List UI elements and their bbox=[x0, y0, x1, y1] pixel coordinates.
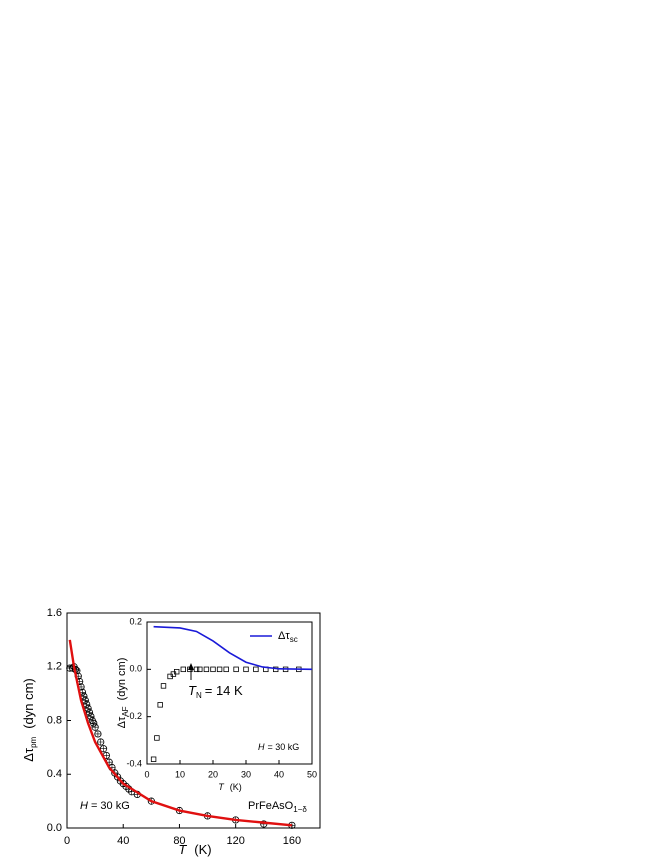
point bbox=[157, 702, 163, 708]
x-label-unit: (K) bbox=[194, 842, 211, 857]
tn-arrow-head bbox=[188, 663, 194, 670]
sample-sub: 1−δ bbox=[293, 805, 307, 814]
point bbox=[253, 666, 259, 673]
x-tick-label: 20 bbox=[208, 769, 218, 779]
point bbox=[233, 666, 239, 673]
field-annotation: H = 30 kG bbox=[80, 800, 130, 812]
y-tick-label: 1.2 bbox=[47, 661, 62, 673]
point bbox=[243, 666, 249, 673]
y-label-sub: pm bbox=[29, 736, 38, 747]
y-tick-label: -0.2 bbox=[126, 711, 142, 721]
y-label-unit: (dyn cm) bbox=[21, 678, 36, 729]
y-tick-label: 0.8 bbox=[47, 714, 62, 726]
point bbox=[216, 666, 223, 673]
point-cross bbox=[87, 713, 95, 720]
inset: 0 10 20 30 40 50 -0.4 -0.2 0.0 0.2 Δτsc bbox=[126, 616, 317, 779]
fit-line bbox=[68, 639, 293, 827]
point-cross bbox=[97, 738, 104, 746]
point-cross bbox=[94, 730, 102, 738]
y-tick-label: 0.0 bbox=[47, 822, 62, 834]
point-cross bbox=[90, 719, 97, 727]
point-cross bbox=[91, 724, 99, 731]
y-tick-label: -0.4 bbox=[126, 758, 142, 768]
legend-sub: sc bbox=[290, 635, 298, 644]
point bbox=[210, 666, 216, 673]
x-tick-label: 40 bbox=[274, 769, 284, 779]
field-symbol: H bbox=[80, 800, 88, 812]
point bbox=[150, 756, 157, 762]
point-cross bbox=[100, 745, 107, 752]
legend-name: Δτ bbox=[278, 630, 290, 642]
x-tick-label: 80 bbox=[173, 835, 185, 847]
inset-field-symbol: H bbox=[258, 742, 265, 752]
x-tick-label: 10 bbox=[175, 769, 185, 779]
point-cross bbox=[86, 709, 93, 716]
inset-field-annotation: H = 30 kG bbox=[258, 742, 299, 752]
fit-line bbox=[153, 625, 313, 671]
x-tick-label: 50 bbox=[307, 769, 317, 779]
tn-text: = 14 K bbox=[205, 683, 243, 698]
tn-annotation: TN = 14 K bbox=[188, 683, 243, 700]
point-cross bbox=[103, 752, 110, 759]
inset-x-label: T (K) bbox=[218, 782, 242, 792]
x-label: T (K) bbox=[178, 842, 211, 857]
point bbox=[173, 669, 180, 675]
y-tick-label: 0.0 bbox=[129, 664, 142, 674]
x-tick-label: 120 bbox=[226, 835, 244, 847]
inset-y-label-unit: (dyn cm) bbox=[116, 658, 128, 701]
x-tick-label: 40 bbox=[117, 835, 129, 847]
point bbox=[193, 666, 200, 673]
field-text: = 30 kG bbox=[91, 800, 130, 812]
legend-entry: Δτsc bbox=[278, 630, 298, 644]
x-tick-label: 160 bbox=[283, 835, 301, 847]
point bbox=[197, 666, 203, 673]
point-cross bbox=[83, 701, 90, 708]
sample-annotation: PrFeAsO1−δ bbox=[248, 800, 307, 814]
inset-x-label-symbol: T bbox=[218, 782, 225, 792]
inset-y-label-symbol: Δτ bbox=[116, 716, 128, 728]
y-tick-label: 0.2 bbox=[129, 616, 142, 626]
inset-x-label-unit: (K) bbox=[230, 782, 242, 792]
point-cross bbox=[82, 697, 89, 704]
y-tick-label: 0.4 bbox=[47, 768, 62, 780]
tn-sub: N bbox=[196, 691, 202, 700]
point bbox=[154, 735, 160, 741]
point bbox=[160, 683, 167, 689]
main-chart: 0 40 80 120 160 0.0 0.4 0.8 1.2 1.6 bbox=[47, 607, 321, 847]
point bbox=[180, 666, 186, 673]
tn-symbol: T bbox=[188, 683, 197, 698]
x-label-symbol: T bbox=[178, 842, 187, 857]
point-cross bbox=[84, 705, 92, 712]
sample-text: PrFeAsO bbox=[248, 800, 294, 812]
inset-y-label: ΔτAF (dyn cm) bbox=[116, 658, 130, 729]
inset-y-label-sub: AF bbox=[121, 706, 130, 716]
point bbox=[203, 666, 210, 673]
x-tick-label: 0 bbox=[64, 835, 70, 847]
point-cross bbox=[80, 693, 88, 700]
plot-frame bbox=[146, 621, 313, 765]
point bbox=[223, 666, 229, 673]
x-tick-label: 0 bbox=[144, 769, 149, 779]
y-label-symbol: Δτ bbox=[21, 747, 36, 762]
y-label: Δτpm (dyn cm) bbox=[21, 678, 38, 762]
x-tick-label: 30 bbox=[241, 769, 251, 779]
inset-field-text: = 30 kG bbox=[268, 742, 300, 752]
y-tick-label: 1.6 bbox=[47, 607, 62, 619]
